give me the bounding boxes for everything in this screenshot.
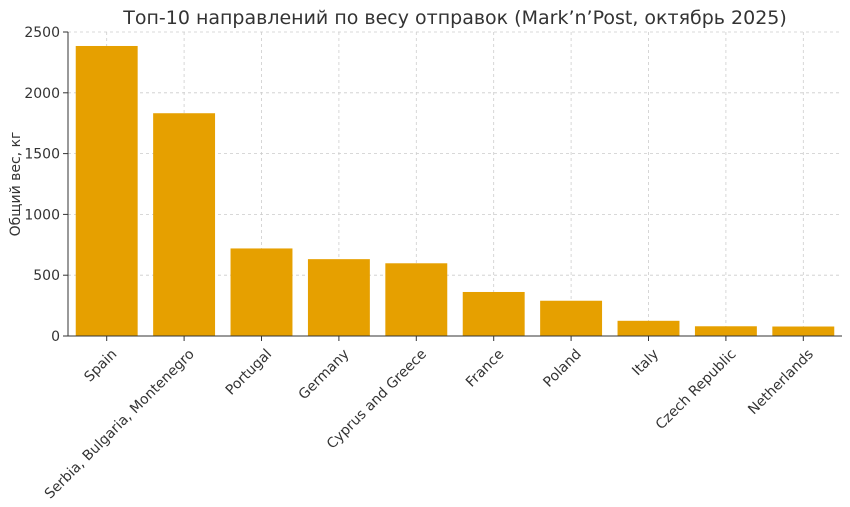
bars [75,45,835,337]
x-tick-label: Netherlands [745,346,817,418]
bar [153,113,216,337]
x-tick-label: Serbia, Bulgaria, Montenegro [42,346,198,502]
bar [462,291,525,336]
bar [694,326,757,336]
bar [230,248,293,336]
x-tick-label: Poland [540,346,584,390]
bar [772,326,835,336]
y-axis-label: Общий вес, кг [8,132,24,237]
y-tick-labels: 0 500 1000 1500 2000 2500 [24,25,60,345]
y-tick-label: 0 [51,329,60,345]
x-tick-label: France [463,346,507,390]
y-tick-label: 2500 [24,25,60,41]
x-tick-label: Portugal [223,346,275,398]
bar [540,300,603,336]
bar [75,45,138,336]
y-tick-label: 2000 [24,86,60,102]
bar [307,259,370,336]
x-tick-label: Czech Republic [653,346,740,433]
axes [63,31,842,341]
x-tick-label: Italy [629,346,662,379]
x-tick-label: Germany [296,346,353,403]
y-tick-label: 1500 [24,147,60,163]
x-tick-label: Spain [81,346,120,385]
chart-title: Топ-10 направлений по весу отправок (Mar… [122,7,787,29]
y-tick-label: 1000 [24,207,60,223]
bar [385,263,448,336]
y-tick-label: 500 [33,268,60,284]
bar [617,320,680,336]
